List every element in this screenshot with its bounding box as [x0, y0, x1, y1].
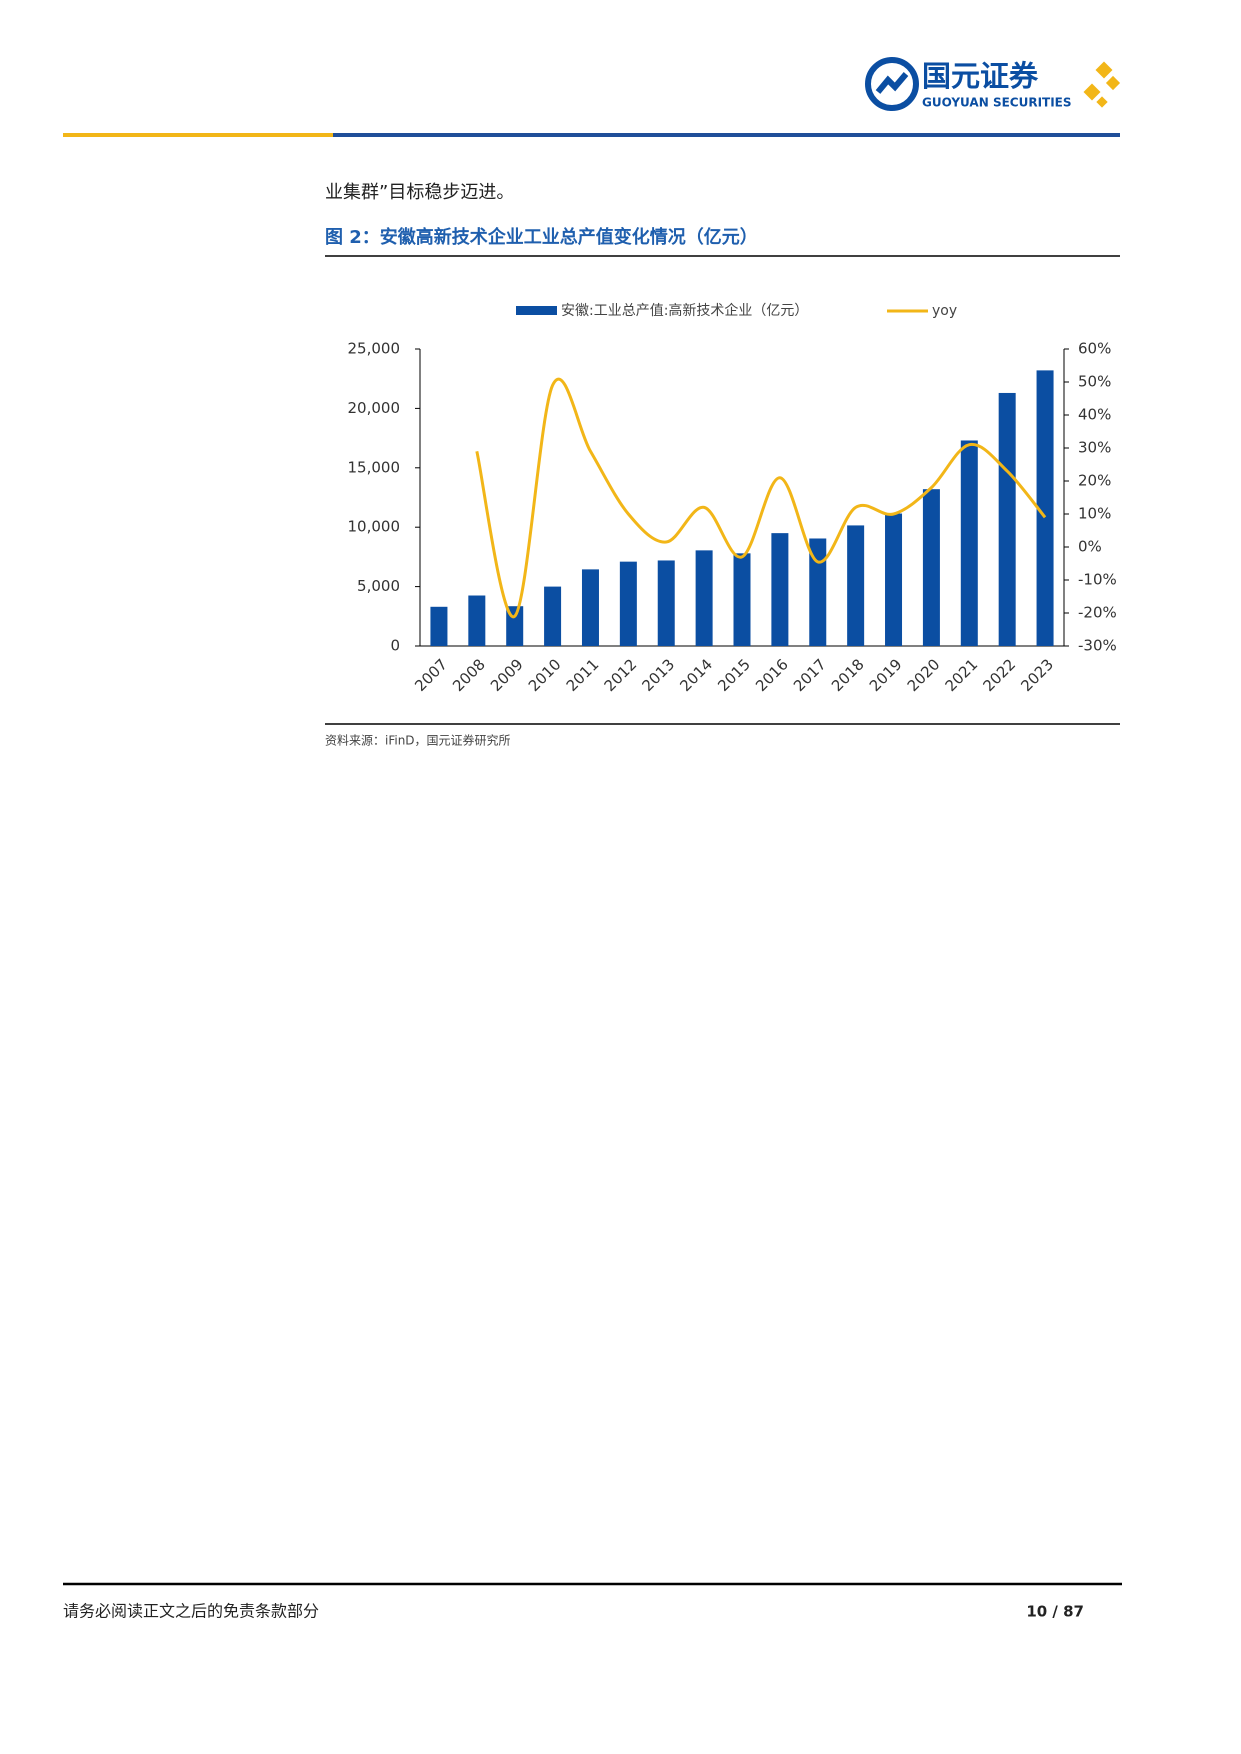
y2-tick-label: 30%	[1078, 439, 1111, 457]
x-tick-label: 2015	[714, 655, 754, 695]
bar	[847, 525, 865, 646]
y2-tick-label: -20%	[1078, 604, 1117, 622]
logo-square	[1105, 75, 1121, 91]
bar	[430, 606, 448, 646]
x-tick-label: 2022	[979, 655, 1019, 695]
logo-square	[1083, 83, 1101, 101]
figure-source: 资料来源：iFinD，国元证券研究所	[325, 733, 511, 748]
legend-label: yoy	[932, 303, 957, 319]
bar	[922, 489, 940, 646]
body-text: 业集群”目标稳步迈进。	[325, 182, 514, 203]
x-tick-label: 2013	[639, 655, 679, 695]
x-tick-label: 2021	[942, 655, 982, 695]
bar	[960, 440, 978, 646]
x-tick-label: 2020	[904, 655, 944, 695]
bar	[809, 538, 827, 646]
y-tick-label: 20,000	[348, 399, 401, 417]
bar	[1036, 370, 1054, 646]
bar	[657, 560, 675, 646]
chart: 0 5,000 10,000 15,000 20,000 25,000 -30% -20% -1…	[348, 302, 1117, 695]
bar	[695, 550, 713, 646]
x-tick-label: 2016	[752, 655, 792, 695]
y2-tick-label: 20%	[1078, 472, 1111, 490]
y-tick-label: 5,000	[357, 577, 400, 595]
logo-en: GUOYUAN SECURITIES	[922, 96, 1072, 110]
x-tick-label: 2007	[411, 655, 451, 695]
y-tick-label: 0	[390, 637, 400, 655]
line	[475, 377, 1047, 618]
y2-tick-label: 50%	[1078, 373, 1111, 391]
x-tick-label: 2011	[563, 655, 603, 695]
x-tick-label: 2012	[601, 655, 641, 695]
bar	[885, 513, 903, 646]
y2-tick-label: 0%	[1078, 538, 1102, 556]
bar	[619, 561, 637, 646]
y2-tick-label: -10%	[1078, 571, 1117, 589]
logo-cn: 国元证券	[922, 59, 1039, 93]
y2-tick-label: 60%	[1078, 340, 1111, 358]
x-tick-label: 2023	[1017, 655, 1057, 695]
bar	[468, 595, 486, 646]
y2-tick-label: 10%	[1078, 505, 1111, 523]
bar	[581, 569, 599, 646]
logo: 国元证券 GUOYUAN SECURITIES	[865, 57, 1121, 111]
y2-tick-label: -30%	[1078, 637, 1117, 655]
x-tick-label: 2010	[525, 655, 565, 695]
logo-arrow	[875, 72, 909, 94]
x-tick-label: 2017	[790, 655, 830, 695]
legend-swatch	[516, 306, 557, 315]
logo-square	[1095, 61, 1113, 79]
x-tick-label: 2019	[866, 655, 906, 695]
bar	[998, 392, 1016, 646]
figure-caption: 图 2：安徽高新技术企业工业总产值变化情况（亿元）	[325, 226, 758, 248]
legend-label: 安徽:工业总产值:高新技术企业（亿元）	[561, 302, 808, 319]
logo-ring	[865, 57, 919, 111]
footer-disclaimer: 请务必阅读正文之后的免责条款部分	[63, 1602, 319, 1621]
x-tick-label: 2014	[676, 655, 716, 695]
y-tick-label: 10,000	[348, 518, 401, 536]
x-tick-label: 2018	[828, 655, 868, 695]
page-number: 10 / 87	[1026, 1603, 1084, 1621]
bar	[771, 533, 789, 646]
y-tick-label: 15,000	[348, 458, 401, 476]
y2-tick-label: 40%	[1078, 406, 1111, 424]
y-tick-label: 25,000	[348, 340, 401, 358]
bar	[544, 586, 562, 646]
bar	[733, 553, 751, 646]
logo-square	[1096, 96, 1108, 108]
x-tick-label: 2008	[449, 655, 489, 695]
x-tick-label: 2009	[487, 655, 527, 695]
